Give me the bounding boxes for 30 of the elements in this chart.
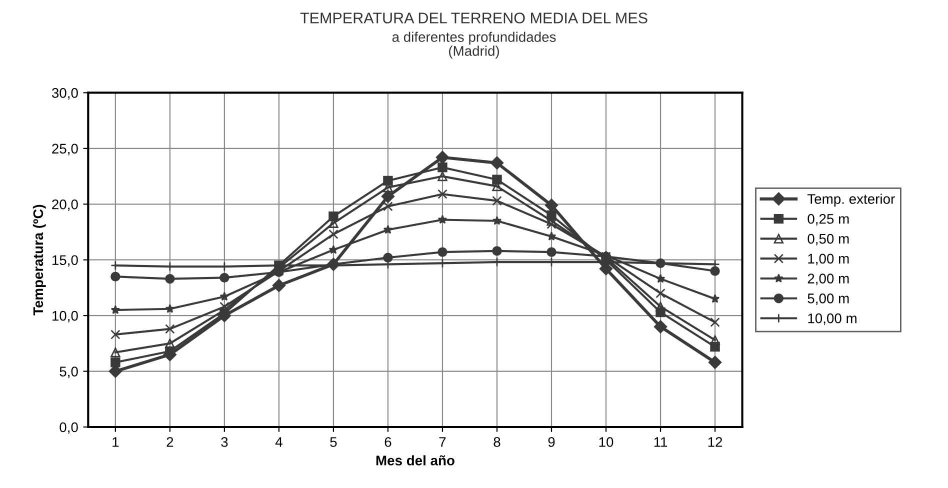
x-tick-label: 6 [384,437,392,447]
chart-title: TEMPERATURA DEL TERRENO MEDIA DEL MES [300,12,648,24]
legend-label: 1,00 m [808,254,849,266]
y-tick-label: 20,0 [52,199,78,211]
legend-label: 0,50 m [808,234,849,246]
legend-label: Temp. exterior [807,194,895,207]
x-tick-label: 4 [275,437,282,447]
legend-label: 5,00 m [808,294,849,306]
x-tick-label: 11 [654,437,668,447]
legend-label: 0,25 m [808,214,849,226]
x-tick-label: 8 [494,437,500,447]
x-tick-label: 7 [439,437,446,447]
y-axis-title: Temperatura (ºC) [32,204,46,316]
x-tick-label: 10 [599,437,614,447]
x-tick-label: 1 [112,437,119,447]
y-tick-label: 15,0 [52,255,78,267]
y-tick-label: 10,0 [52,310,78,322]
y-tick-label: 0,0 [60,422,78,434]
y-tick-label: 30,0 [52,88,78,100]
x-tick-label: 3 [221,437,228,447]
x-axis-title: Mes del año [376,455,454,466]
x-tick-label: 5 [330,437,337,447]
y-tick-label: 5,0 [60,366,78,378]
legend-label: 10,00 m [808,313,856,325]
chart-subtitle: a diferentes profundidades (Madrid) [392,32,556,59]
x-tick-label: 9 [548,437,555,447]
x-tick-label: 2 [166,437,174,447]
x-tick-label: 12 [708,437,722,447]
legend-label: 2,00 m [808,274,849,286]
y-tick-label: 25,0 [52,144,78,156]
